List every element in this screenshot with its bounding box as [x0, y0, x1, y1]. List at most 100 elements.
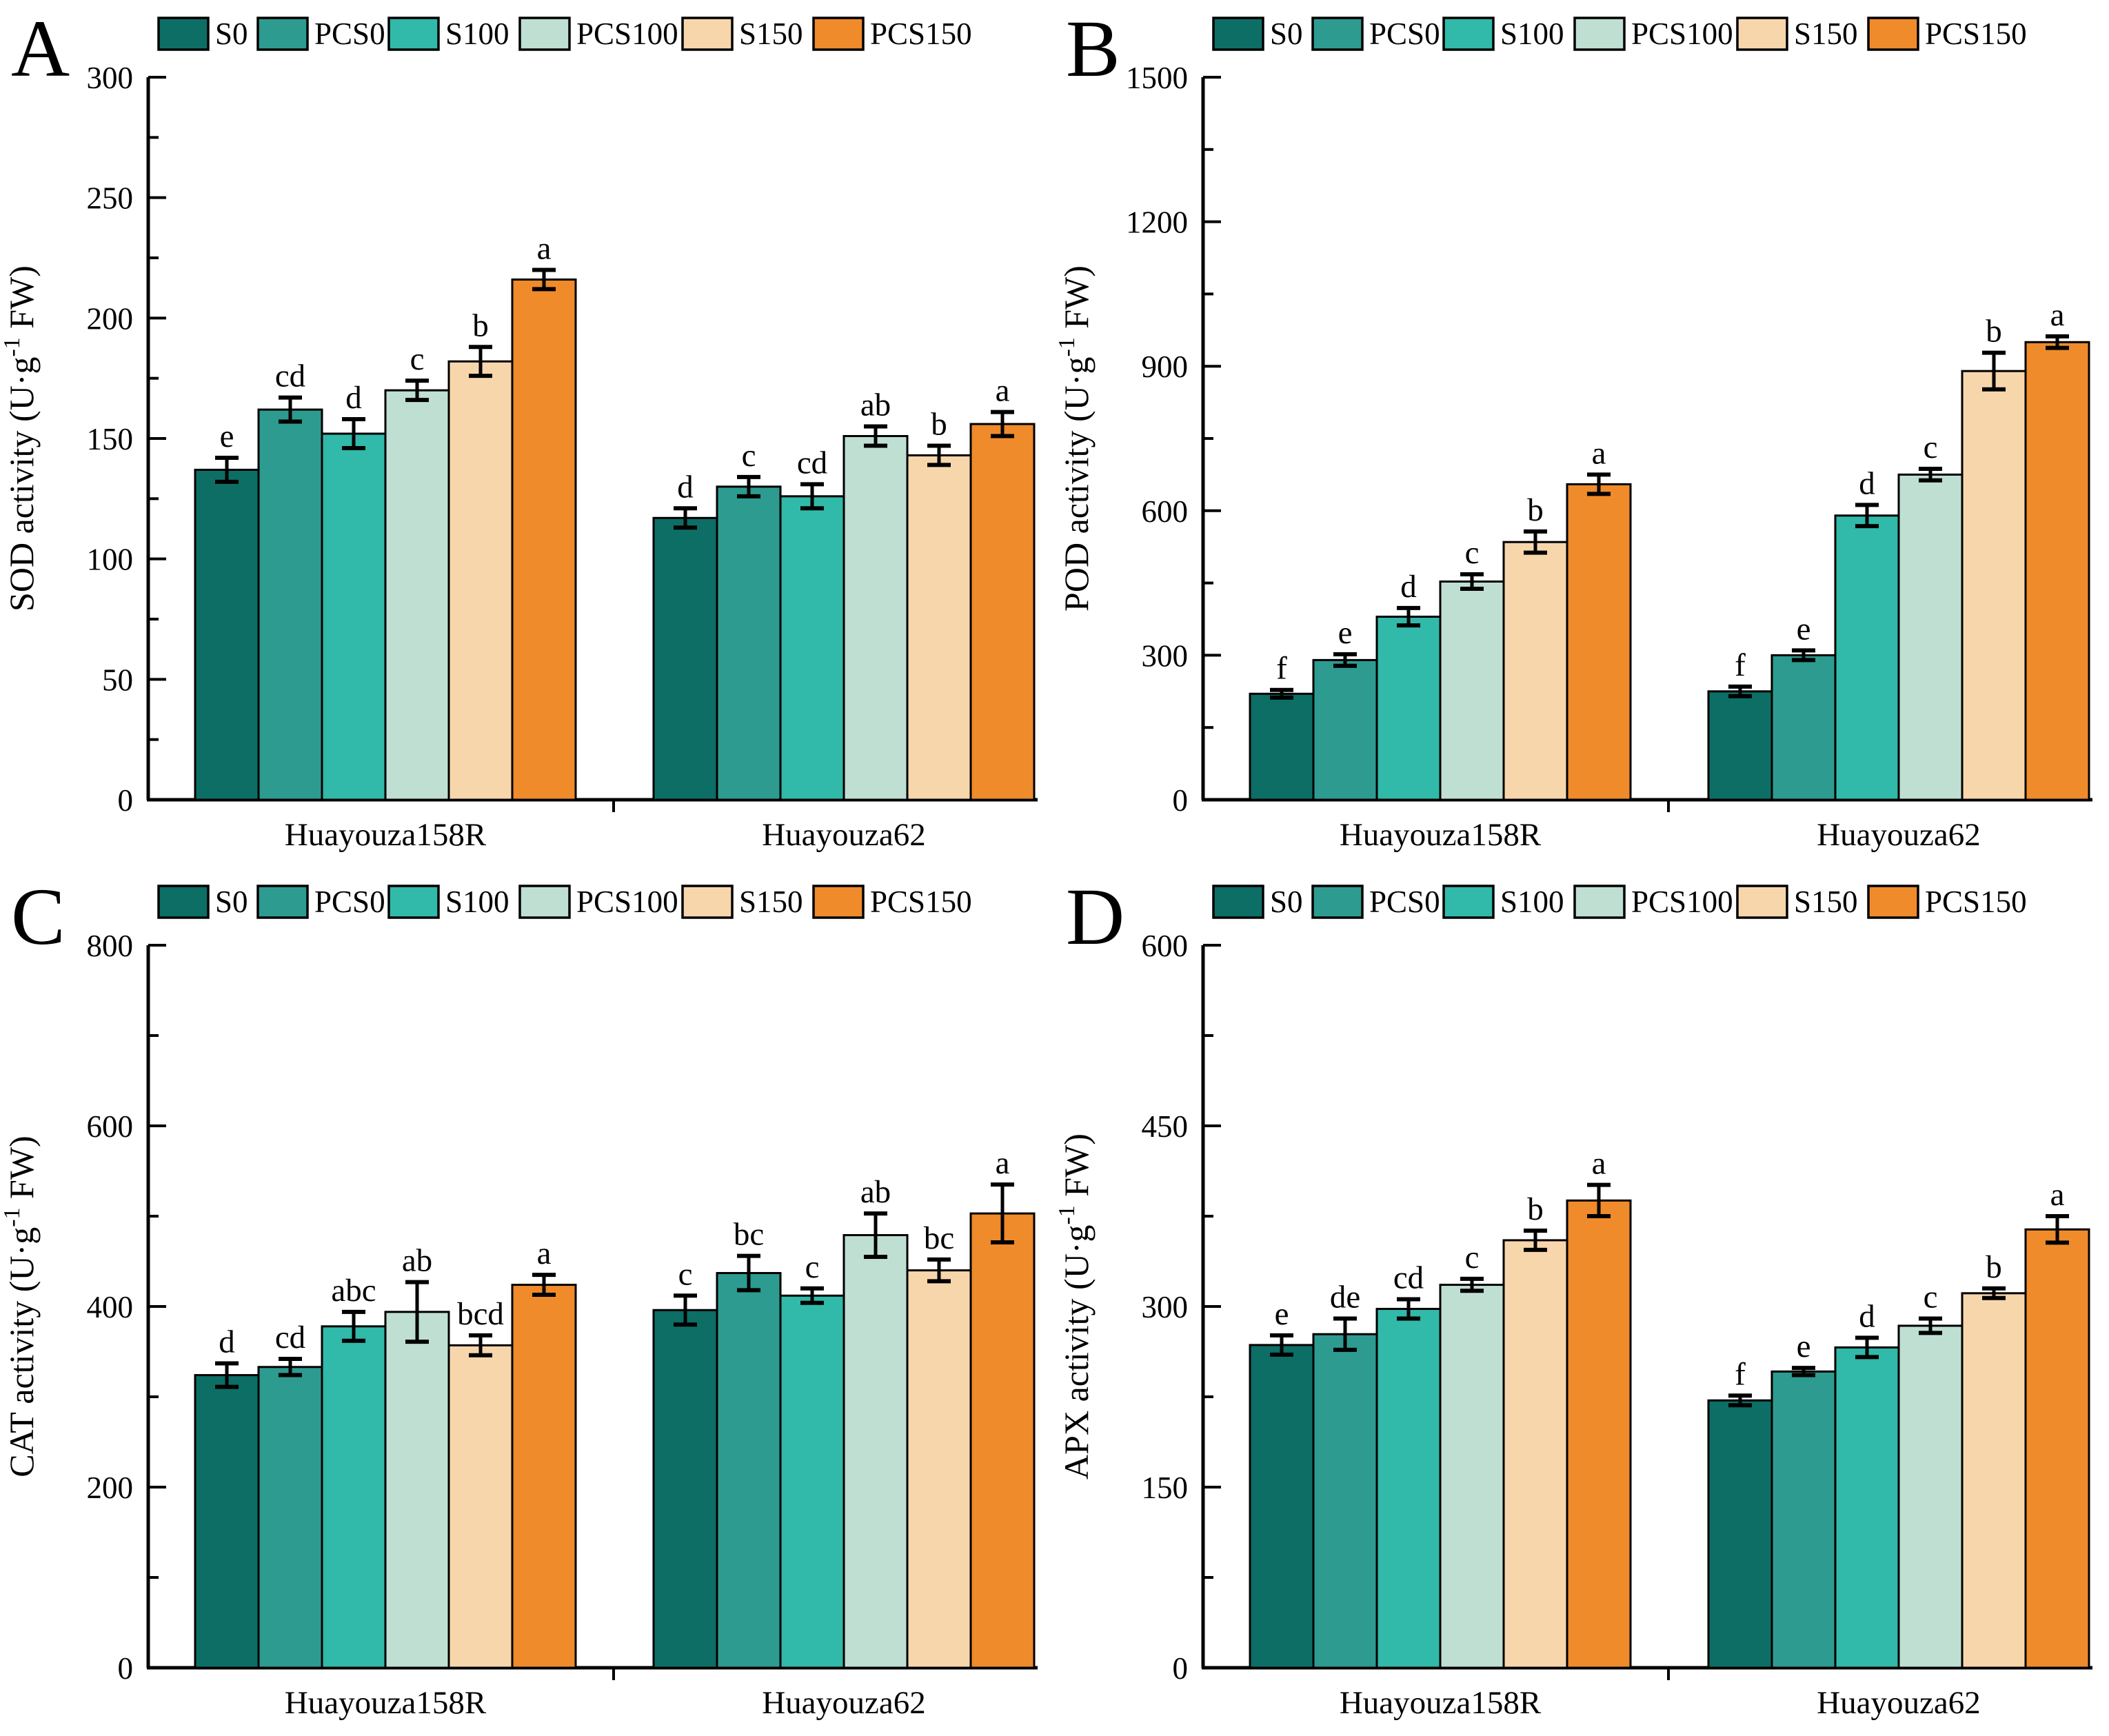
legend-swatch-PCS0 [256, 885, 309, 919]
sig-letter: d [1859, 465, 1875, 501]
legend-label: PCS150 [870, 17, 972, 51]
sig-letter: a [1592, 435, 1606, 471]
sig-letter: d [677, 469, 694, 505]
sig-letter: cd [1393, 1260, 1424, 1296]
legend-swatch-PCS100 [518, 885, 571, 919]
bar-PCS100-Huayouza158R [1439, 1284, 1505, 1669]
legend-swatch-PCS100 [1573, 885, 1626, 919]
y-tick-label: 150 [1142, 1471, 1189, 1505]
y-tick-label: 250 [87, 181, 134, 216]
x-category-label: Huayouza158R [285, 817, 487, 853]
sig-letter: a [2050, 1177, 2065, 1213]
sig-letter: c [678, 1256, 693, 1292]
bar-PCS0-Huayouza158R [1312, 658, 1378, 801]
bar-S150-Huayouza158R [1502, 541, 1568, 801]
legend-label: PCS0 [1369, 17, 1440, 51]
legend-swatch-S150 [681, 17, 734, 51]
sig-letter: e [1797, 1329, 1811, 1364]
sig-letter: e [1797, 611, 1811, 647]
sig-letter: a [1592, 1146, 1606, 1182]
y-axis-title: SOD activity (U·g-1 FW) [0, 265, 41, 612]
legend-label: PCS0 [1369, 885, 1440, 919]
bar-PCS150-Huayouza158R [1566, 483, 1632, 801]
panel-a: A 0 50 100 150 200 250 300 e d cd c d cd c ab b b a a Huayo… [0, 0, 1054, 868]
bar-S0-Huayouza62 [1707, 690, 1773, 801]
sig-letter: cd [275, 1320, 305, 1355]
sig-letter: cd [797, 445, 827, 481]
y-tick-label: 300 [1142, 638, 1189, 673]
sig-letter: bc [924, 1220, 954, 1256]
sig-letter: de [1330, 1279, 1360, 1315]
bar-S0-Huayouza62 [652, 516, 718, 801]
y-tick-label: 0 [1173, 783, 1189, 818]
y-tick-label: 50 [102, 663, 133, 697]
panel-d: D 0 150 300 450 600 e f de e cd d c c b b a a Huayouza158… [1055, 868, 2109, 1736]
sig-letter: a [996, 1145, 1010, 1181]
legend-swatch-PCS100 [518, 17, 571, 51]
x-category-label: Huayouza62 [1817, 1685, 1981, 1721]
x-category-label: Huayouza158R [285, 1685, 487, 1721]
bar-S100-Huayouza158R [321, 1325, 387, 1669]
legend-label: S100 [445, 885, 509, 919]
bar-PCS100-Huayouza158R [384, 1311, 450, 1669]
legend-swatch-PCS150 [812, 885, 865, 919]
y-tick-label: 1200 [1126, 205, 1188, 240]
legend-swatch-S0 [1212, 885, 1264, 919]
bar-S150-Huayouza62 [1961, 370, 2027, 801]
bar-S0-Huayouza158R [194, 468, 260, 801]
panel-letter: D [1066, 871, 1125, 962]
y-tick-label: 1500 [1126, 61, 1188, 95]
y-tick-label: 600 [87, 1109, 134, 1144]
sig-letter: c [742, 438, 756, 474]
x-category-label: Huayouza62 [762, 1685, 926, 1721]
y-tick-label: 0 [118, 783, 134, 818]
sig-letter: a [2050, 297, 2065, 333]
sig-letter: c [1465, 1240, 1480, 1275]
y-tick-label: 600 [1142, 929, 1189, 963]
bar-S100-Huayouza158R [1375, 616, 1442, 801]
sig-letter: c [1465, 535, 1480, 571]
bar-S100-Huayouza62 [1834, 514, 1900, 801]
sig-letter: bc [734, 1217, 764, 1253]
panel-b: B 0 300 600 900 1200 1500 f f e e d d c c b b a a Huayouza… [1055, 0, 2109, 868]
sig-letter: ab [402, 1243, 432, 1279]
legend-swatch-PCS0 [1311, 17, 1364, 51]
sig-letter: d [345, 380, 362, 416]
legend-swatch-S150 [1736, 17, 1788, 51]
legend-swatch-S0 [157, 17, 210, 51]
bar-PCS0-Huayouza62 [716, 485, 782, 801]
y-tick-label: 900 [1142, 350, 1189, 384]
bar-PCS150-Huayouza62 [2024, 341, 2090, 801]
y-tick-label: 200 [87, 1471, 134, 1505]
sig-letter: cd [275, 359, 305, 394]
legend-label: S0 [1270, 17, 1303, 51]
bar-S0-Huayouza158R [1249, 1344, 1315, 1669]
x-category-label: Huayouza62 [1817, 817, 1981, 853]
bar-S0-Huayouza158R [194, 1374, 260, 1669]
y-tick-label: 450 [1142, 1109, 1189, 1144]
panel-letter: C [11, 871, 65, 962]
chart-svg: 0 150 300 450 600 e f de e cd d c c b b a a Huayouza158R H… [1055, 885, 2092, 1721]
apx-activity-chart: 0 150 300 450 600 e f de e cd d c c b b a a Huayouza158R H… [1055, 868, 2109, 1736]
bar-S100-Huayouza62 [1834, 1346, 1900, 1669]
legend-label: S0 [215, 17, 248, 51]
bar-PCS100-Huayouza62 [842, 1234, 909, 1669]
y-tick-label: 300 [1142, 1290, 1189, 1324]
bar-PCS0-Huayouza158R [1312, 1333, 1378, 1669]
bar-PCS100-Huayouza158R [384, 389, 450, 801]
legend-label: PCS150 [1925, 885, 2027, 919]
legend-label: S150 [1794, 885, 1858, 919]
legend-label: PCS0 [314, 885, 385, 919]
bar-PCS0-Huayouza62 [1770, 654, 1837, 801]
legend-label: S150 [1794, 17, 1858, 51]
sig-letter: bcd [457, 1296, 504, 1332]
legend-label: S150 [739, 885, 803, 919]
panel-letter: A [11, 3, 70, 94]
legend-swatch-S100 [387, 17, 440, 51]
legend-swatch-S100 [387, 885, 440, 919]
legend-swatch-PCS0 [1311, 885, 1364, 919]
legend-swatch-PCS150 [1867, 17, 1919, 51]
sig-letter: b [1527, 492, 1544, 528]
sig-letter: d [1400, 569, 1417, 605]
bar-PCS150-Huayouza62 [969, 423, 1036, 801]
